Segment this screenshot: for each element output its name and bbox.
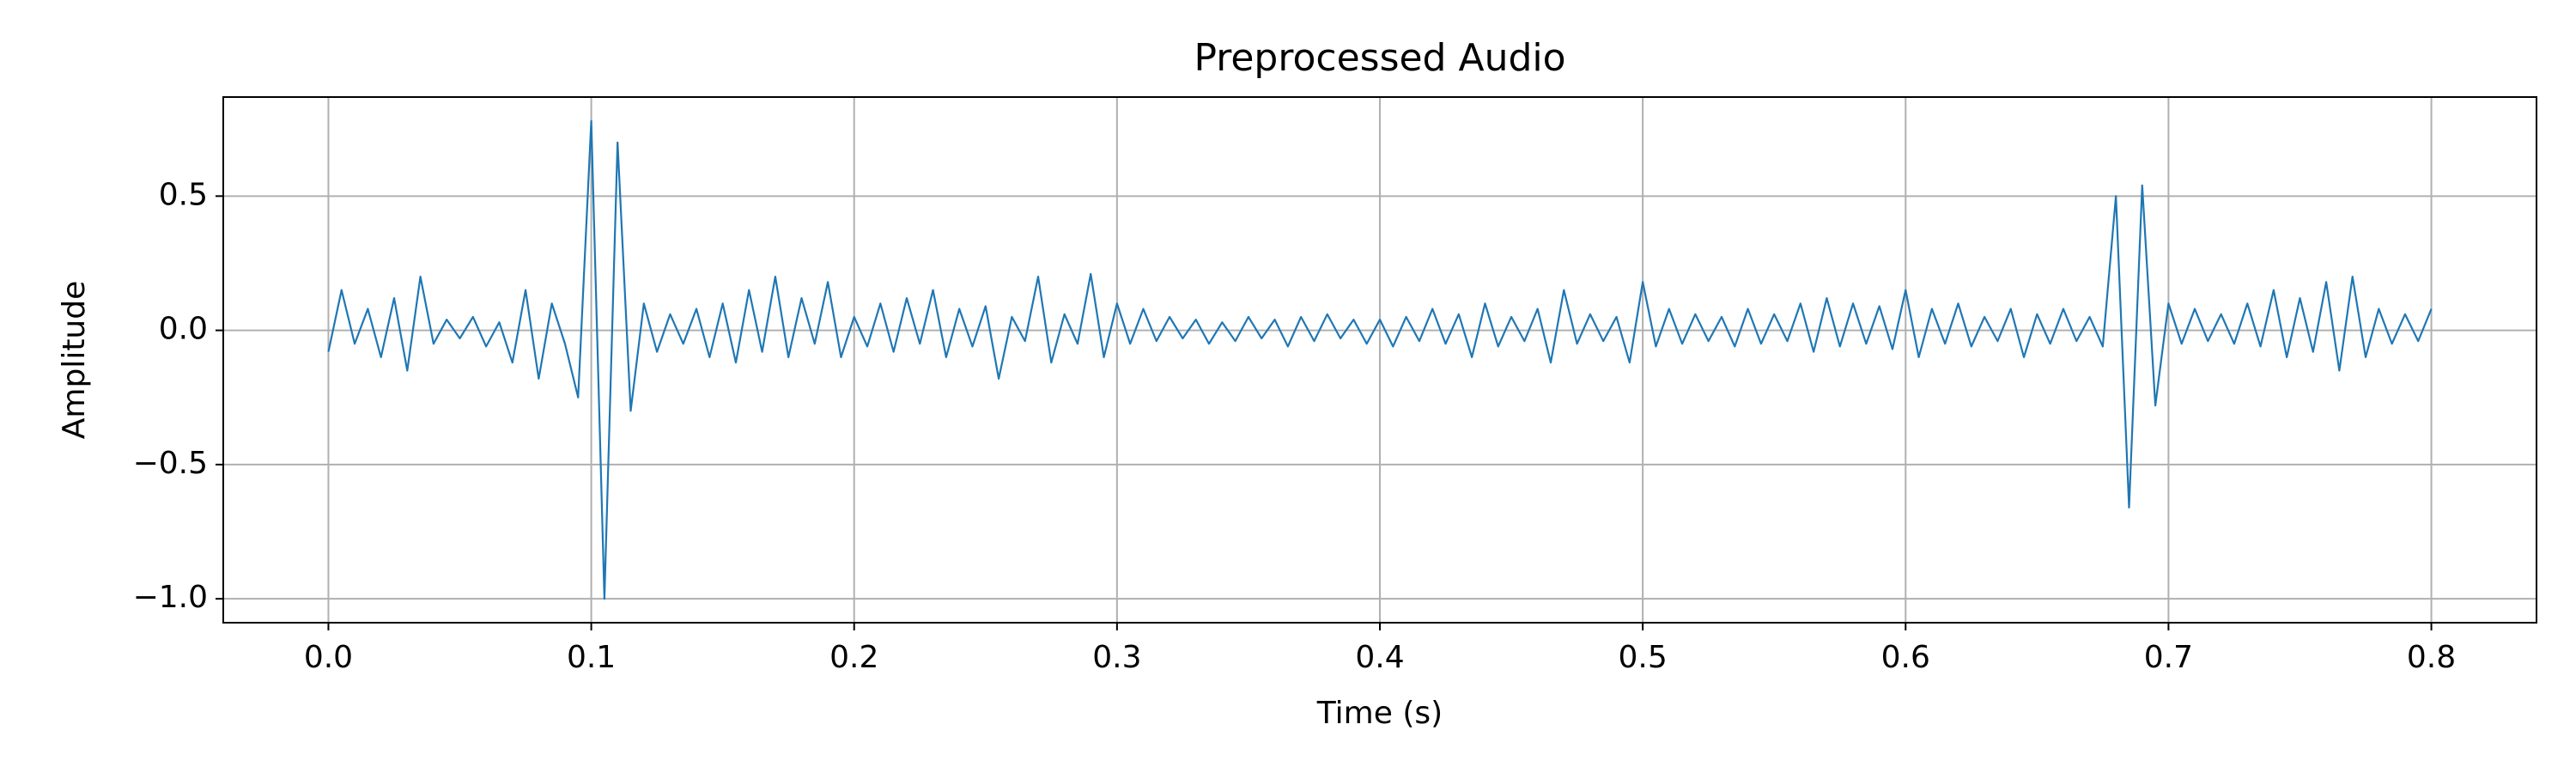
x-tick-label: 0.3 (1092, 640, 1141, 675)
x-tick-label: 0.4 (1355, 640, 1404, 675)
chart-title: Preprocessed Audio (1194, 36, 1565, 80)
plot-frame (222, 96, 2537, 624)
x-tick-label: 0.2 (829, 640, 878, 675)
x-tick-label: 0.8 (2407, 640, 2456, 675)
y-tick-label: −0.5 (133, 446, 208, 481)
y-tick-label: 0.5 (159, 177, 208, 212)
y-axis-label: Amplitude (57, 281, 92, 439)
x-tick-label: 0.6 (1881, 640, 1930, 675)
x-tick-label: 0.7 (2144, 640, 2193, 675)
x-tick-label: 0.0 (304, 640, 353, 675)
x-tick-label: 0.5 (1619, 640, 1668, 675)
y-tick-label: −1.0 (133, 580, 208, 615)
y-tick-label: 0.0 (159, 312, 208, 347)
x-axis-label: Time (s) (1316, 696, 1443, 731)
waveform-line (327, 119, 2433, 600)
x-tick-label: 0.1 (567, 640, 616, 675)
